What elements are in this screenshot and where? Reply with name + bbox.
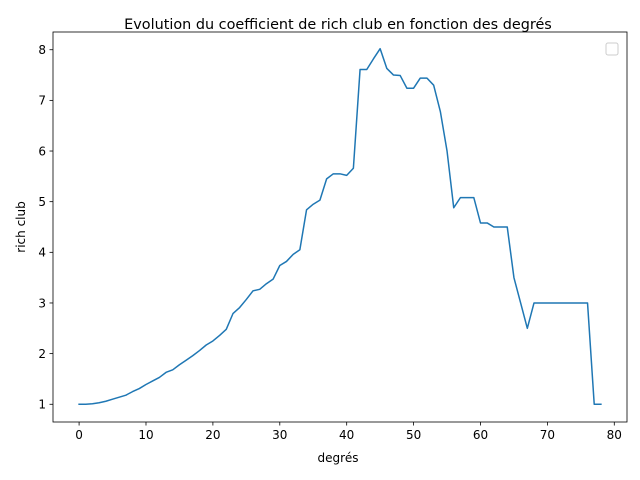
y-tick-label: 1 bbox=[38, 398, 46, 412]
x-tick-label: 50 bbox=[406, 428, 421, 442]
series-line-0 bbox=[78, 47, 602, 406]
x-tick-label: 80 bbox=[607, 428, 622, 442]
legend-box bbox=[605, 42, 619, 56]
y-tick-label: 8 bbox=[38, 43, 46, 57]
y-axis: 1 2 3 4 5 6 7 8 bbox=[38, 43, 53, 412]
x-axis: 0 10 20 30 40 50 60 70 80 bbox=[75, 422, 622, 442]
y-tick-label: 6 bbox=[38, 144, 46, 158]
y-tick-label: 3 bbox=[38, 296, 46, 310]
x-tick-label: 40 bbox=[339, 428, 354, 442]
axes-frame bbox=[52, 31, 628, 423]
y-tick-label: 2 bbox=[38, 347, 46, 361]
x-tick-label: 70 bbox=[540, 428, 555, 442]
y-tick-label: 4 bbox=[38, 246, 46, 260]
x-axis-label: degrés bbox=[318, 451, 359, 465]
x-tick-label: 60 bbox=[473, 428, 488, 442]
x-tick-label: 20 bbox=[205, 428, 220, 442]
plot-area bbox=[78, 47, 602, 406]
y-axis-label: rich club bbox=[14, 201, 28, 252]
y-tick-label: 5 bbox=[38, 195, 46, 209]
x-tick-label: 10 bbox=[138, 428, 153, 442]
x-tick-label: 0 bbox=[75, 428, 83, 442]
x-tick-label: 30 bbox=[272, 428, 287, 442]
y-tick-label: 7 bbox=[38, 94, 46, 108]
chart-title: Evolution du coefficient de rich club en… bbox=[124, 17, 552, 33]
